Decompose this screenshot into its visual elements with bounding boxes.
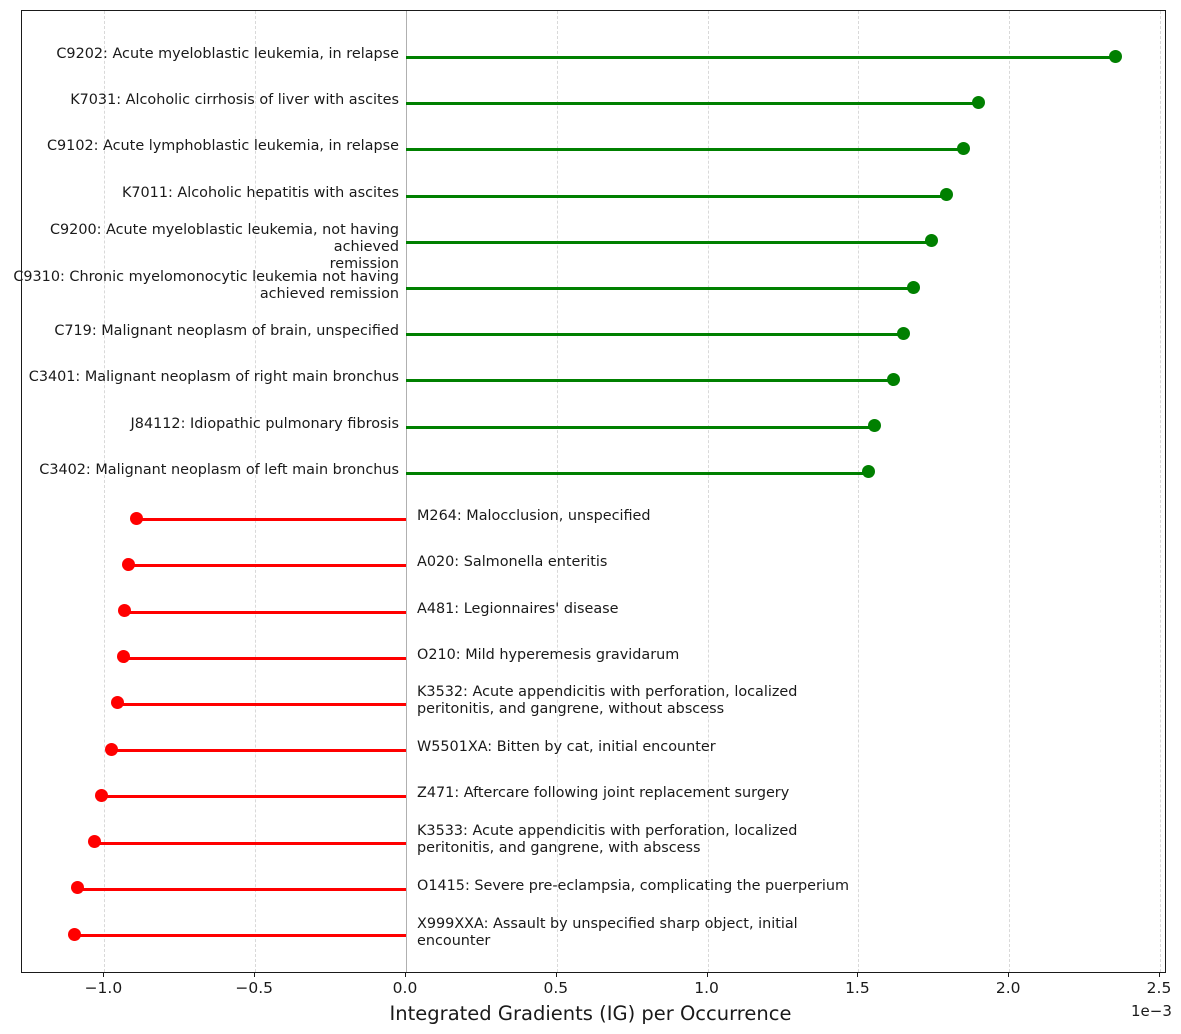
stem-line	[111, 749, 406, 753]
category-label: M264: Malocclusion, unspecified	[417, 508, 651, 525]
x-tick-mark	[1008, 973, 1010, 977]
category-label: J84112: Idiopathic pulmonary fibrosis	[130, 415, 399, 432]
stem-line	[406, 194, 947, 198]
x-axis-exponent-label: 1e−3	[1131, 1002, 1172, 1020]
category-label: C9200: Acute myeloblastic leukemia, not …	[49, 222, 399, 273]
data-point-marker[interactable]	[896, 326, 910, 340]
data-point-marker[interactable]	[925, 234, 939, 248]
stem-line	[124, 610, 406, 614]
stem-line	[406, 425, 875, 429]
category-label: W5501XA: Bitten by cat, initial encounte…	[417, 739, 716, 756]
data-point-marker[interactable]	[940, 188, 954, 202]
stem-line	[406, 471, 869, 475]
plot-area	[21, 10, 1166, 973]
gridline-−1.0	[104, 11, 106, 972]
x-tick-mark	[103, 973, 105, 977]
x-tick-label: 1.0	[694, 979, 719, 997]
x-tick-label: 1.5	[845, 979, 870, 997]
gridline-1.5	[858, 11, 860, 972]
stem-line	[406, 148, 964, 152]
data-point-marker[interactable]	[118, 604, 132, 618]
category-label: Z471: Aftercare following joint replacem…	[417, 785, 790, 802]
x-tick-label: 0.5	[543, 979, 569, 997]
x-tick-mark	[405, 973, 406, 977]
category-label: C9202: Acute myeloblastic leukemia, in r…	[56, 46, 399, 62]
category-label: K7011: Alcoholic hepatitis with ascites	[121, 184, 399, 201]
category-label: O210: Mild hyperemesis gravidarum	[417, 646, 680, 663]
data-point-marker[interactable]	[111, 696, 125, 710]
data-point-marker[interactable]	[129, 511, 143, 525]
x-tick-label: 2.0	[995, 979, 1021, 997]
x-tick-mark	[555, 973, 557, 977]
data-point-marker[interactable]	[70, 881, 84, 895]
gridline-1.0	[707, 11, 709, 972]
data-point-marker[interactable]	[104, 742, 118, 756]
category-label: C3402: Malignant neoplasm of left main b…	[39, 461, 399, 478]
stem-line	[406, 287, 914, 291]
data-point-marker[interactable]	[861, 465, 875, 479]
data-point-marker[interactable]	[957, 141, 971, 155]
stem-line	[406, 333, 904, 337]
gridline-2.5	[1160, 11, 1161, 972]
stem-line	[94, 841, 406, 845]
stem-line	[406, 102, 979, 106]
x-tick-mark	[857, 973, 859, 977]
stem-line	[406, 379, 894, 383]
data-point-marker[interactable]	[68, 927, 82, 941]
x-tick-mark	[1159, 973, 1160, 977]
category-label: X999XXA: Assault by unspecified sharp ob…	[417, 915, 798, 949]
stem-line	[123, 656, 406, 660]
data-point-marker[interactable]	[971, 95, 985, 109]
stem-line	[136, 518, 406, 522]
x-axis-title: Integrated Gradients (IG) per Occurrence	[389, 1002, 792, 1025]
gridline-0.5	[556, 11, 558, 972]
category-label: C9102: Acute lymphoblastic leukemia, in …	[46, 138, 399, 155]
x-tick-mark	[254, 973, 256, 977]
gridline-−0.5	[255, 11, 257, 972]
x-tick-label: −0.5	[235, 979, 274, 997]
data-point-marker[interactable]	[87, 835, 101, 849]
category-label: C3401: Malignant neoplasm of right main …	[28, 369, 399, 386]
category-label: O1415: Severe pre-eclampsia, complicatin…	[417, 877, 850, 894]
data-point-marker[interactable]	[868, 419, 882, 433]
x-tick-label: 0.0	[392, 979, 418, 997]
stem-line	[128, 564, 406, 568]
stem-line	[101, 795, 406, 799]
category-label: K3533: Acute appendicitis with perforati…	[417, 823, 798, 857]
stem-line	[406, 56, 1116, 59]
stem-line	[117, 702, 406, 706]
data-point-marker[interactable]	[122, 557, 136, 571]
category-label: A481: Legionnaires' disease	[417, 600, 619, 617]
stem-line	[406, 240, 932, 244]
data-point-marker[interactable]	[1109, 49, 1123, 63]
category-label: K7031: Alcoholic cirrhosis of liver with…	[70, 92, 399, 109]
data-point-marker[interactable]	[886, 372, 900, 386]
x-tick-mark	[706, 973, 708, 977]
stem-line	[74, 934, 406, 937]
x-tick-label: 2.5	[1146, 979, 1172, 997]
stem-line	[77, 887, 406, 891]
category-label: K3532: Acute appendicitis with perforati…	[417, 684, 798, 718]
category-label: C9310: Chronic myelomonocytic leukemia n…	[13, 268, 399, 302]
data-point-marker[interactable]	[907, 280, 921, 294]
category-label: A020: Salmonella enteritis	[417, 554, 608, 571]
data-point-marker[interactable]	[117, 650, 131, 664]
gridline-0.0	[406, 11, 407, 972]
category-label: C719: Malignant neoplasm of brain, unspe…	[54, 323, 399, 340]
x-tick-label: −1.0	[84, 979, 123, 997]
gridline-2.0	[1009, 11, 1011, 972]
data-point-marker[interactable]	[94, 788, 108, 802]
